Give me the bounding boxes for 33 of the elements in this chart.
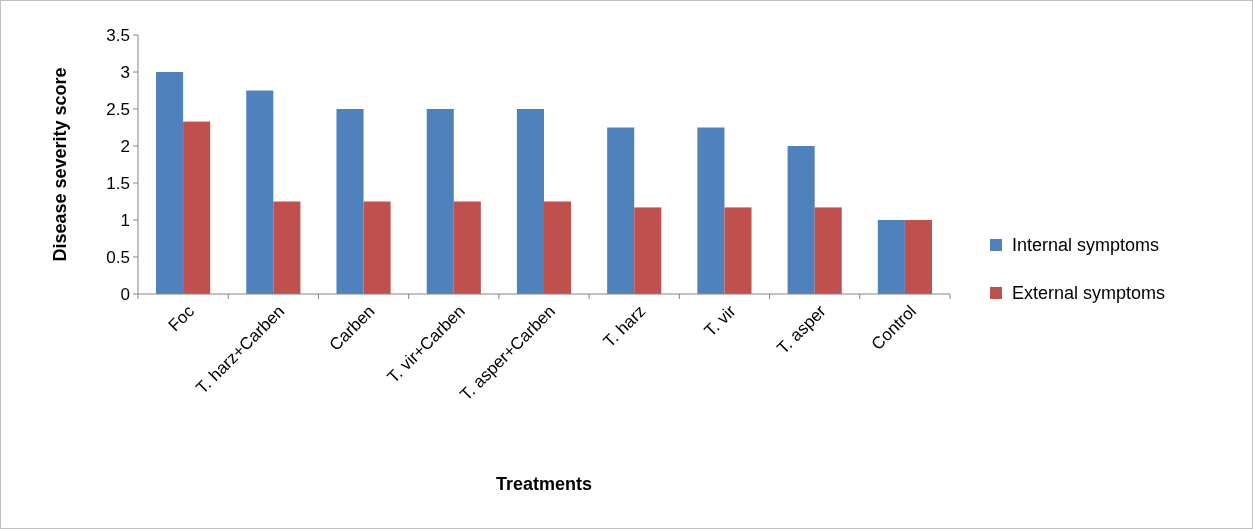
- bar: [787, 146, 815, 294]
- y-axis-title: Disease severity score: [50, 67, 70, 262]
- bar: [814, 207, 842, 294]
- bar: [634, 207, 662, 294]
- y-tick-label: 0: [120, 284, 130, 304]
- bar: [336, 109, 364, 294]
- bar: [246, 90, 274, 294]
- bar: [724, 207, 752, 294]
- bar: [453, 201, 481, 294]
- bar: [156, 72, 184, 294]
- y-tick-label: 3.5: [106, 25, 130, 45]
- bar: [183, 121, 211, 294]
- y-tick-label: 2.5: [106, 99, 130, 119]
- y-tick-label: 3: [120, 62, 130, 82]
- x-tick-label: T. vir: [700, 301, 740, 341]
- y-tick-label: 0.5: [106, 247, 130, 267]
- bar: [544, 201, 572, 294]
- bar: [273, 201, 301, 294]
- legend-label: External symptoms: [1012, 283, 1166, 304]
- bar: [904, 220, 932, 294]
- x-tick-label: Foc: [164, 301, 199, 336]
- bar: [363, 201, 391, 294]
- x-tick-label: T. harz: [599, 301, 650, 352]
- y-tick-label: 2: [120, 136, 130, 156]
- y-tick-label: 1.5: [106, 173, 130, 193]
- y-tick-label: 1: [120, 210, 130, 230]
- legend-label: Internal symptoms: [1012, 235, 1160, 256]
- bar: [607, 127, 635, 294]
- bar: [516, 109, 544, 294]
- bar: [426, 109, 454, 294]
- x-axis-title: Treatments: [495, 474, 593, 494]
- bar: [697, 127, 725, 294]
- bar: [877, 220, 905, 294]
